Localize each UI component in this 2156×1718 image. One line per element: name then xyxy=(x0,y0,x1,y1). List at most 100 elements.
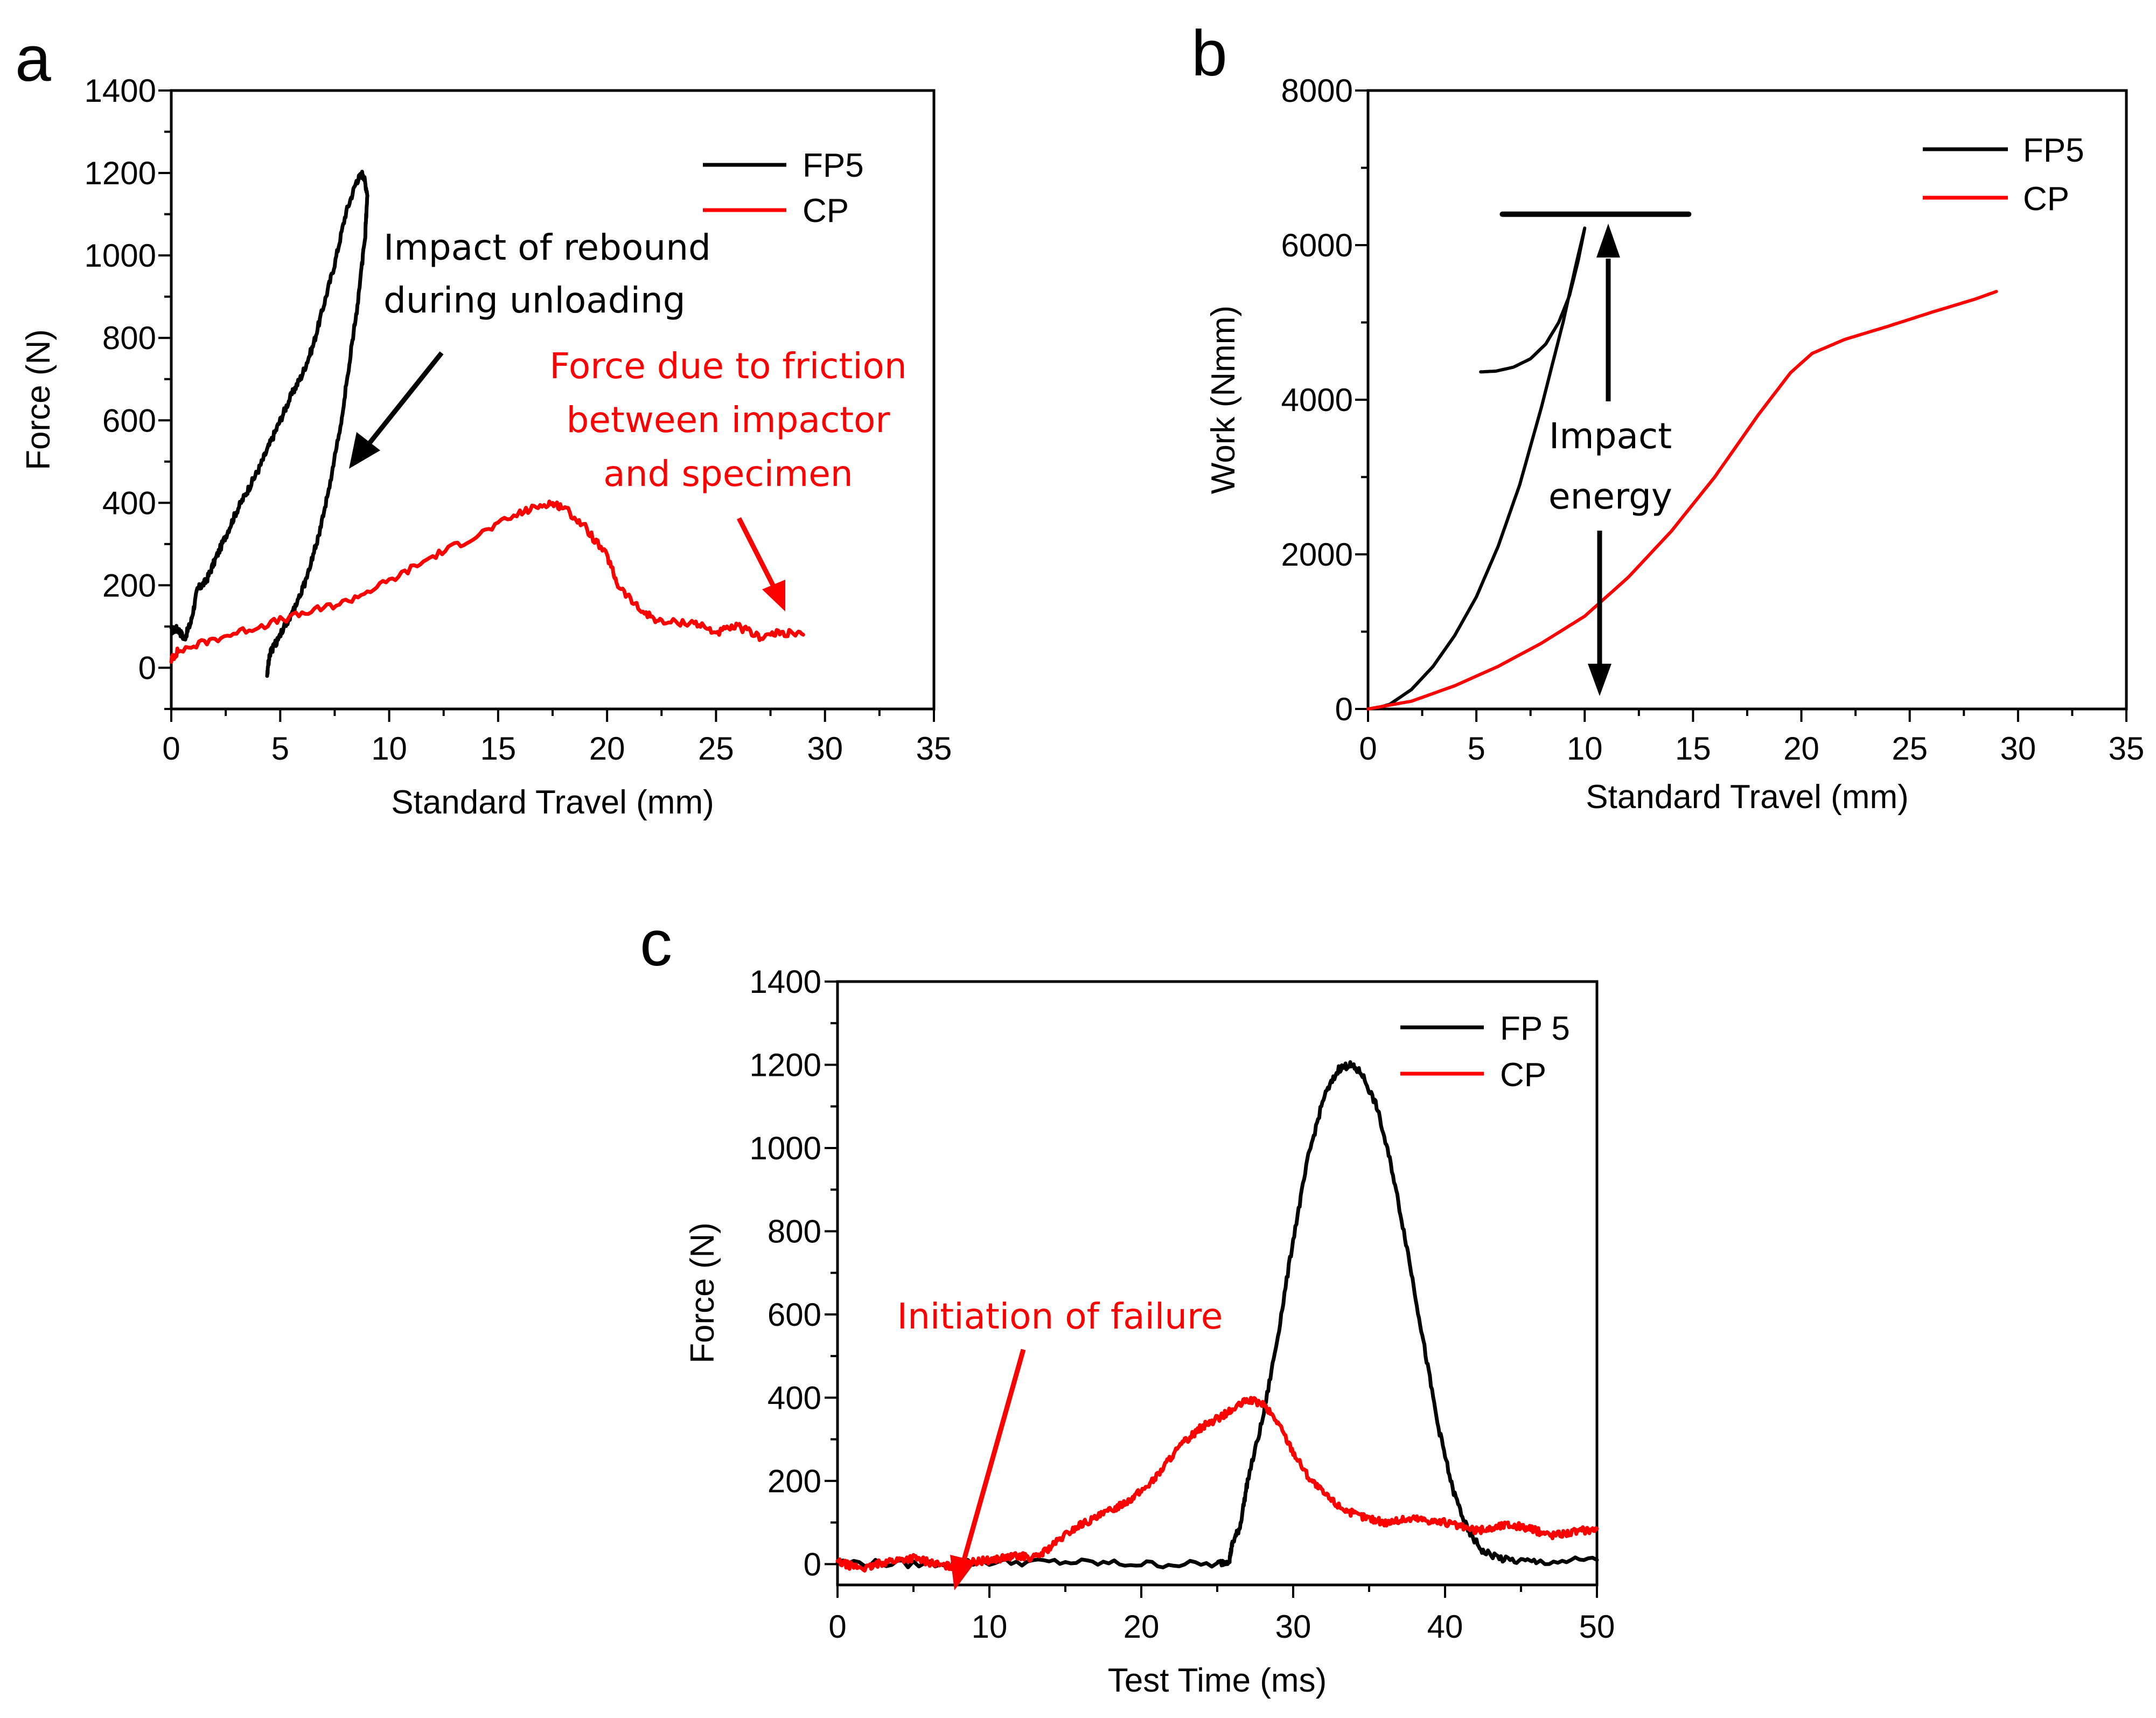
panel-b-legend: FP5 CP xyxy=(1923,132,2084,218)
panel-a-ticks xyxy=(158,89,935,722)
panel-b: b 0 5 10 15 20 25 30 35 0 2000 4000 6000… xyxy=(1191,17,2144,816)
y-tick-label: 1200 xyxy=(750,1047,821,1083)
series-line-fp5 xyxy=(169,170,369,678)
x-tick-label: 25 xyxy=(698,731,734,767)
panel-a-y-tick-labels: 0 200 400 600 800 1000 1200 1400 xyxy=(85,73,156,686)
panel-letter-c: c xyxy=(640,907,672,979)
annotation-impact-line1: Impact xyxy=(1549,415,1672,457)
legend-label-fp5: FP5 xyxy=(2023,132,2084,169)
panel-b-ticks xyxy=(1355,89,2127,722)
annotation-impact-arrowhead-down xyxy=(1588,664,1611,696)
x-tick-label: 10 xyxy=(371,731,407,767)
annotation-impact-line2: energy xyxy=(1548,476,1672,517)
x-tick-label: 15 xyxy=(480,731,516,767)
x-tick-label: 10 xyxy=(1567,731,1603,767)
y-tick-label: 0 xyxy=(138,650,156,686)
y-tick-label: 1400 xyxy=(750,964,821,1000)
y-tick-label: 2000 xyxy=(1281,537,1353,573)
annotation-rebound-line1: Impact of rebound xyxy=(383,227,711,268)
legend-label-fp5: FP 5 xyxy=(1500,1010,1570,1047)
series-line-fp-5 xyxy=(835,1060,1599,1569)
y-tick-label: 8000 xyxy=(1281,73,1353,109)
y-tick-label: 1000 xyxy=(750,1130,821,1166)
y-tick-label: 1200 xyxy=(85,155,156,191)
panel-c-annotations: Initiation of failure xyxy=(897,1296,1223,1590)
series-line-cp xyxy=(169,499,805,664)
y-tick-label: 800 xyxy=(767,1213,821,1249)
annotation-initiation-arrowhead xyxy=(950,1555,976,1590)
annotation-friction-line1: Force due to friction xyxy=(549,345,907,387)
x-tick-label: 25 xyxy=(1892,731,1928,767)
annotation-impact-arrowhead-up xyxy=(1596,224,1620,258)
x-tick-label: 5 xyxy=(1467,731,1485,767)
annotation-rebound-line2: during unloading xyxy=(383,280,686,321)
x-tick-label: 10 xyxy=(972,1609,1008,1645)
panel-a-annotations: Impact of rebound during unloading Force… xyxy=(349,227,907,611)
x-tick-label: 50 xyxy=(1579,1609,1615,1645)
x-tick-label: 30 xyxy=(807,731,843,767)
x-tick-label: 40 xyxy=(1427,1609,1463,1645)
x-tick-label: 20 xyxy=(1783,731,1819,767)
panel-c-legend: FP 5 CP xyxy=(1400,1010,1570,1094)
panel-c-x-axis-title: Test Time (ms) xyxy=(1108,1662,1327,1699)
y-tick-label: 800 xyxy=(102,320,156,356)
x-tick-label: 5 xyxy=(271,731,289,767)
panel-a-y-axis-title: Force (N) xyxy=(20,329,57,470)
panel-b-y-tick-labels: 0 2000 4000 6000 8000 xyxy=(1281,73,1353,727)
x-tick-label: 0 xyxy=(828,1609,846,1645)
y-tick-label: 400 xyxy=(767,1380,821,1416)
panel-c-ticks xyxy=(825,980,1598,1598)
y-tick-label: 400 xyxy=(102,485,156,521)
x-tick-label: 0 xyxy=(1359,731,1377,767)
panel-a-legend: FP5 CP xyxy=(703,147,864,229)
panel-b-annotations: Impact energy xyxy=(1548,224,1672,696)
annotation-friction-line3: and specimen xyxy=(603,453,853,495)
panel-c-y-tick-labels: 0 200 400 600 800 1000 1200 1400 xyxy=(750,964,821,1582)
panel-b-series xyxy=(1366,211,1998,711)
y-tick-label: 600 xyxy=(767,1297,821,1333)
panel-b-x-tick-labels: 0 5 10 15 20 25 30 35 xyxy=(1359,731,2144,767)
x-tick-label: 0 xyxy=(162,731,180,767)
panel-b-y-axis-title: Work (Nmm) xyxy=(1205,305,1242,494)
annotation-friction-arrowhead xyxy=(762,580,785,611)
series-line-fp5 xyxy=(1366,226,1587,711)
annotation-friction-arrow-shaft xyxy=(736,517,777,590)
legend-label-fp5: FP5 xyxy=(803,147,864,184)
y-tick-label: 4000 xyxy=(1281,382,1353,418)
y-tick-label: 200 xyxy=(767,1463,821,1499)
x-tick-label: 30 xyxy=(2000,731,2036,767)
x-tick-label: 20 xyxy=(589,731,625,767)
y-tick-label: 1400 xyxy=(85,73,156,109)
y-tick-label: 0 xyxy=(1335,691,1353,727)
annotation-initiation-arrow-shaft xyxy=(961,1348,1026,1561)
panel-a-series xyxy=(169,170,805,678)
panel-a-x-axis-title: Standard Travel (mm) xyxy=(391,784,714,821)
panel-c-x-tick-labels: 0 10 20 30 40 50 xyxy=(828,1609,1615,1645)
annotation-initiation-of-failure: Initiation of failure xyxy=(897,1296,1223,1337)
annotation-friction-line2: between impactor xyxy=(566,399,890,441)
panel-letter-a: a xyxy=(15,23,51,95)
panel-c: c 0 10 20 30 40 50 0 200 400 600 800 100… xyxy=(640,907,1615,1699)
x-tick-label: 30 xyxy=(1275,1609,1311,1645)
x-tick-label: 35 xyxy=(916,731,952,767)
series-line-cp xyxy=(835,1396,1599,1573)
panel-letter-b: b xyxy=(1191,17,1227,89)
y-tick-label: 600 xyxy=(102,402,156,439)
panel-a: a 0 5 10 15 20 25 30 35 0 200 400 600 80… xyxy=(15,23,952,821)
y-tick-label: 0 xyxy=(804,1546,821,1582)
panel-b-x-axis-title: Standard Travel (mm) xyxy=(1586,778,1909,816)
panel-a-x-tick-labels: 0 5 10 15 20 25 30 35 xyxy=(162,731,952,767)
y-tick-label: 200 xyxy=(102,567,156,603)
annotation-rebound-arrowhead xyxy=(349,432,380,469)
legend-label-cp: CP xyxy=(2023,180,2069,218)
legend-label-cp: CP xyxy=(803,192,849,229)
panel-c-y-axis-title: Force (N) xyxy=(684,1222,721,1364)
panel-b-plot-frame xyxy=(1366,89,2128,711)
y-tick-label: 1000 xyxy=(85,238,156,274)
x-tick-label: 35 xyxy=(2109,731,2145,767)
legend-label-cp: CP xyxy=(1500,1056,1546,1094)
series-line-cp xyxy=(1366,290,1998,711)
annotation-rebound-arrow-shaft xyxy=(364,351,444,449)
x-tick-label: 15 xyxy=(1675,731,1711,767)
